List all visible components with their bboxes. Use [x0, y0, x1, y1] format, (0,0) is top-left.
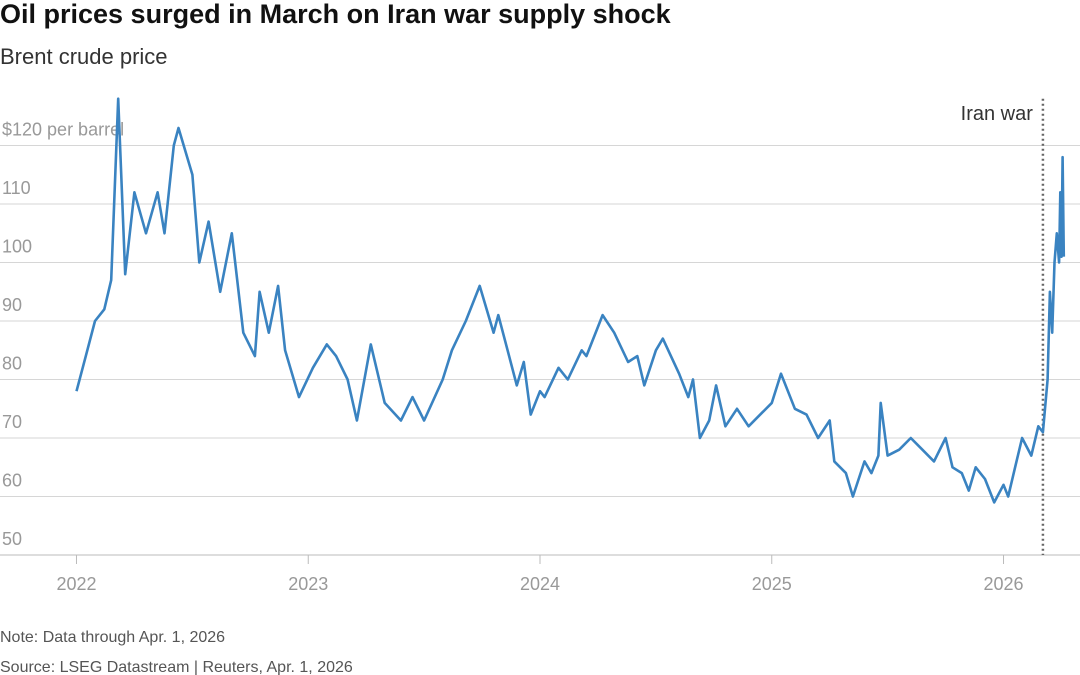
chart-subtitle: Brent crude price — [0, 44, 168, 69]
annotation-label: Iran war — [961, 103, 1034, 125]
y-tick-label: 50 — [2, 529, 22, 549]
chart-title: Oil prices surged in March on Iran war s… — [0, 0, 672, 29]
x-tick-label: 2025 — [752, 574, 792, 594]
y-tick-label: 100 — [2, 236, 32, 256]
price-line — [75, 97, 1066, 504]
source: Source: LSEG Datastream | Reuters, Apr. … — [0, 659, 353, 675]
y-tick-label: 80 — [2, 353, 22, 373]
x-tick-label: 2022 — [56, 574, 96, 594]
x-tick-label: 2026 — [983, 574, 1023, 594]
x-tick-label: 2024 — [520, 574, 560, 594]
y-tick-label: 90 — [2, 295, 22, 315]
y-tick-label: 60 — [2, 470, 22, 490]
y-tick-label: $120 per barrel — [2, 119, 124, 139]
y-tick-label: 70 — [2, 412, 22, 432]
note: Note: Data through Apr. 1, 2026 — [0, 629, 225, 646]
y-tick-label: 110 — [2, 178, 31, 198]
x-tick-label: 2023 — [288, 574, 328, 594]
